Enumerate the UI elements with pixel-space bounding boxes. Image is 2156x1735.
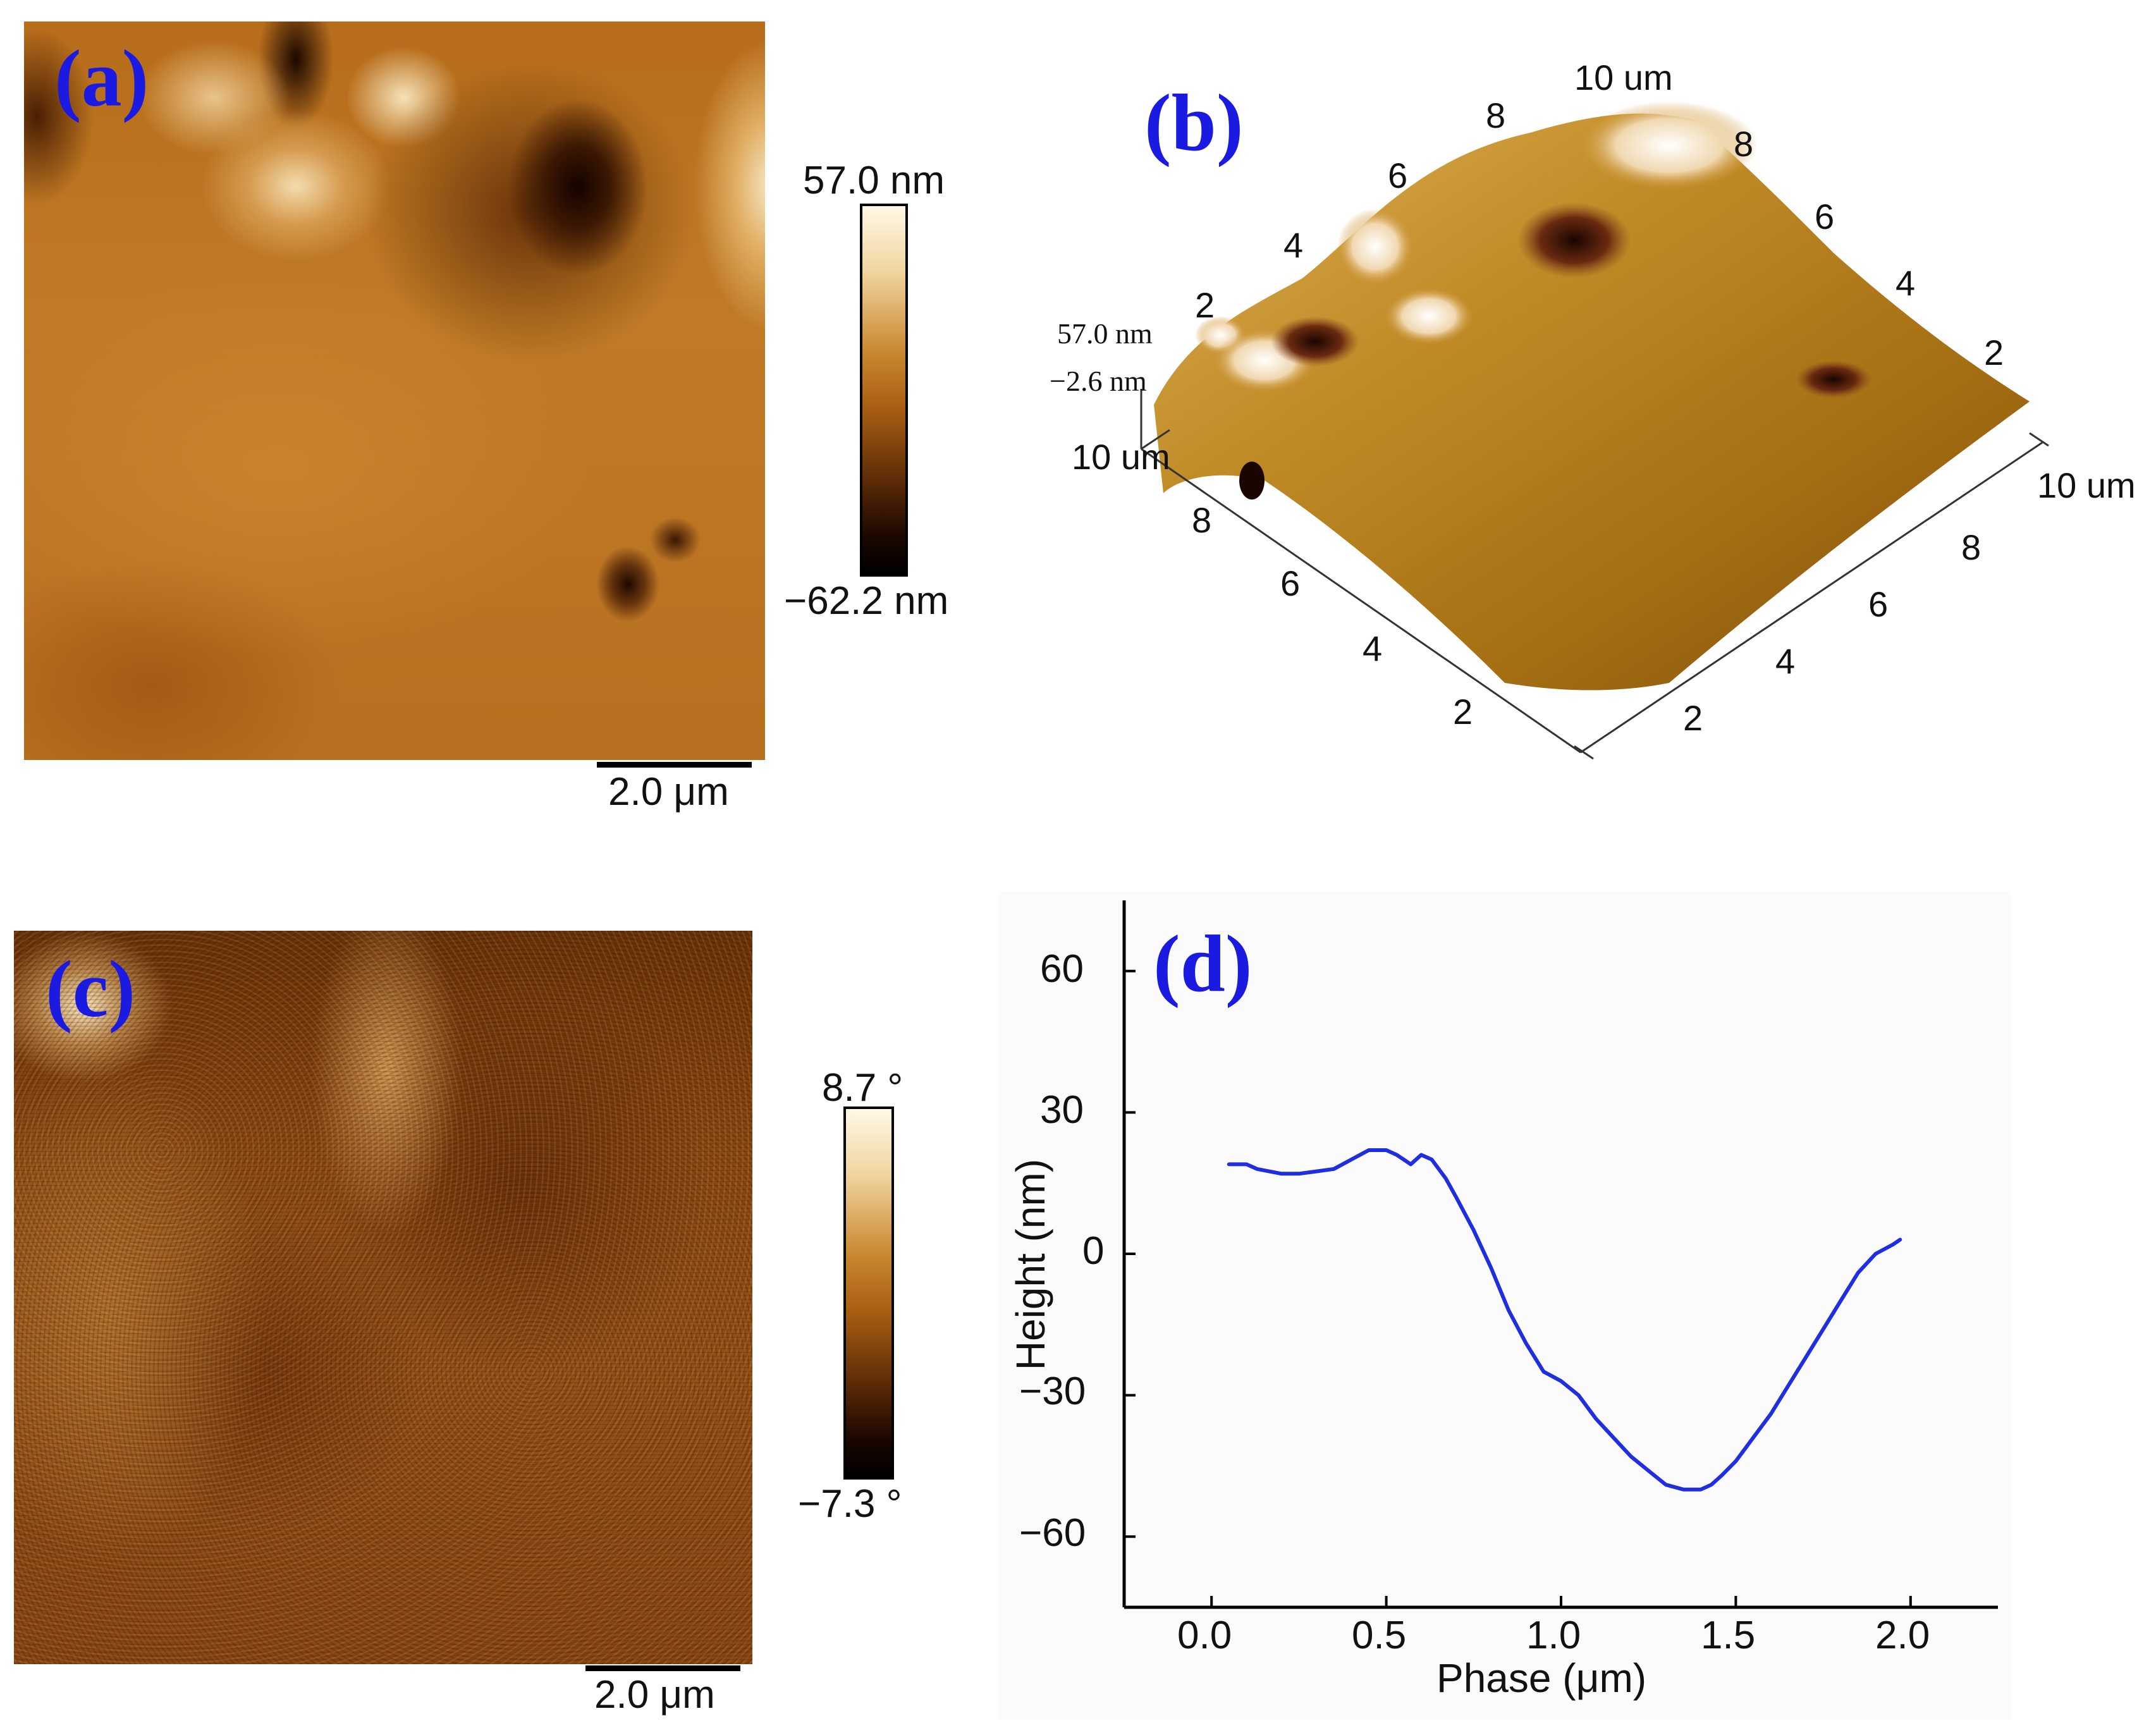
axis-b-top-tick-4: 8: [1486, 95, 1506, 135]
axis-b-top-tick-2: 4: [1283, 225, 1304, 265]
surface-3d: [1154, 113, 2030, 690]
scale-bar-c: [585, 1665, 740, 1671]
axis-b-front-tick-3: 6: [1868, 584, 1889, 624]
y-tick-label: 30: [1040, 1088, 1084, 1132]
y-axis-label: Height (nm): [1008, 1158, 1053, 1371]
panel-label-a: (a): [54, 34, 149, 123]
axis-b-left-tick-5: 2: [1453, 692, 1473, 732]
colorbar-c-min-label: −7.3 °: [798, 1482, 902, 1526]
axis-b-front-tick-2: 4: [1775, 641, 1796, 681]
axis-b-right-tick-2: 6: [1815, 197, 1835, 236]
x-tick-label: 0.0: [1177, 1614, 1232, 1657]
axis-b-front-tick-4: 8: [1961, 527, 1981, 567]
axis-b-left-tick-3: 6: [1280, 563, 1301, 603]
colorbar-a: [860, 204, 908, 577]
x-tick-label: 1.5: [1701, 1614, 1756, 1657]
y-tick-label: −30: [1019, 1370, 1086, 1413]
afm-height-map-a: [24, 21, 765, 760]
colorbar-c: [843, 1107, 894, 1480]
x-axis-label: Phase (μm): [1436, 1655, 1647, 1701]
colorbar-a-max-label: 57.0 nm: [803, 159, 945, 202]
y-tick-label: 60: [1040, 947, 1084, 991]
axis-b-left-tick-1: 10 um: [1072, 437, 1170, 477]
axis-b-top-tick-5: 10 um: [1574, 58, 1673, 97]
y-tick-label: −60: [1019, 1511, 1086, 1555]
axis-b-left-tick-2: 8: [1192, 500, 1212, 540]
y-tick-label: 0: [1082, 1229, 1105, 1273]
z-min-label-b: −2.6 nm: [1050, 365, 1147, 397]
afm-phase-map-c: [14, 931, 752, 1664]
afm-3d-surface-b: [1140, 101, 2049, 760]
scale-bar-a-label: 2.0 μm: [608, 770, 729, 814]
axis-b-front-tick-1: 2: [1683, 698, 1703, 738]
x-tick-label: 2.0: [1875, 1614, 1930, 1657]
colorbar-c-max-label: 8.7 °: [822, 1066, 903, 1110]
height-profile-chart: [999, 892, 2011, 1720]
axis-b-right-tick-4: 2: [1984, 333, 2004, 372]
x-tick-label: 1.0: [1526, 1614, 1581, 1657]
height-profile-line: [1227, 1148, 1902, 1492]
scale-bar-c-label: 2.0 μm: [594, 1673, 715, 1717]
axis-b-right-tick-1: 8: [1734, 124, 1754, 164]
axis-b-left-tick-4: 4: [1363, 628, 1383, 668]
panel-label-d: (d): [1153, 919, 1253, 1009]
axis-b-front-tick-5: 10 um: [2037, 465, 2136, 505]
colorbar-a-min-label: −62.2 nm: [784, 579, 949, 623]
panel-label-b: (b): [1144, 78, 1244, 168]
axis-b-top-tick-3: 6: [1388, 156, 1408, 195]
axis-b-right-tick-3: 4: [1896, 263, 1916, 303]
axis-b-top-tick-1: 2: [1195, 285, 1215, 325]
panel-label-c: (c): [46, 944, 136, 1034]
scale-bar-a: [597, 762, 752, 768]
z-max-label-b: 57.0 nm: [1057, 317, 1153, 350]
x-tick-label: 0.5: [1352, 1614, 1407, 1657]
